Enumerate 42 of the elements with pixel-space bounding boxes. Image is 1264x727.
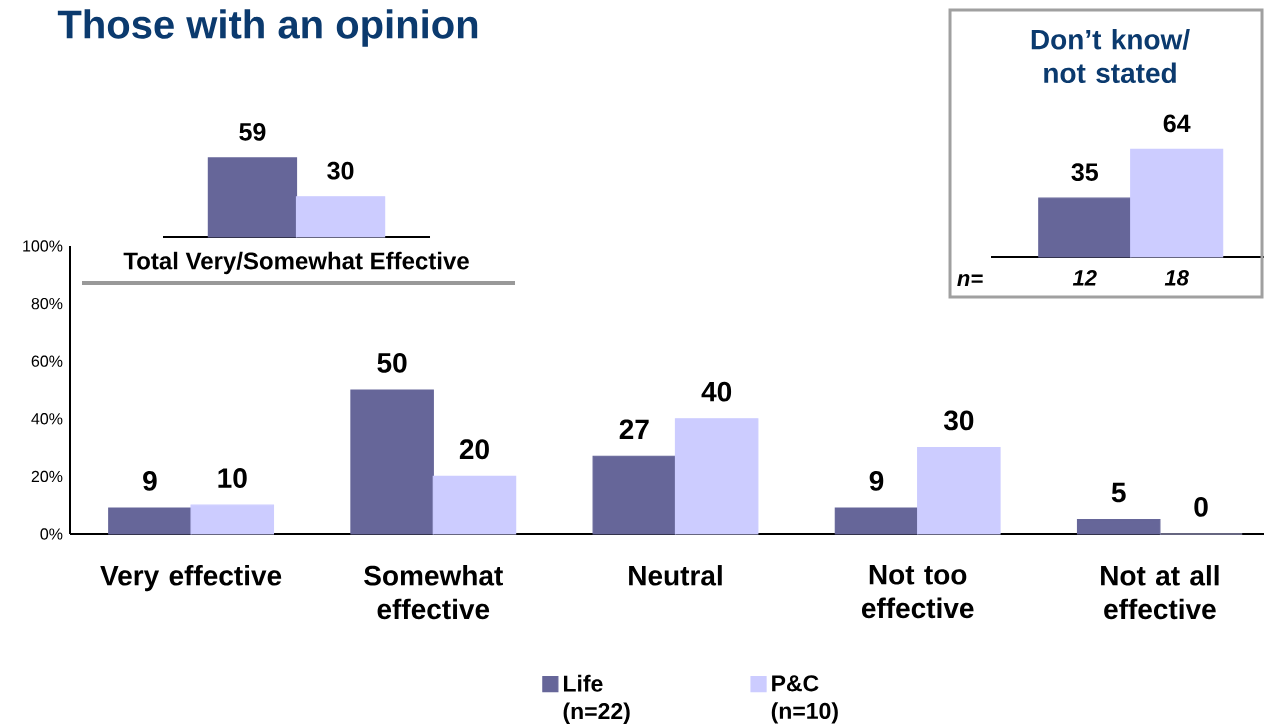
- data-label: 9: [143, 471, 157, 491]
- x-tick-label: Somewhat effective: [364, 565, 503, 620]
- bar: [190, 504, 275, 535]
- bar: [674, 418, 759, 535]
- data-label: 30: [943, 410, 974, 431]
- x-axis-title: Total Very/Somewhat Effective: [123, 251, 469, 275]
- data-label: 5: [1111, 482, 1126, 503]
- legend-label: P&C (n=10): [771, 675, 838, 724]
- bar: [1076, 519, 1161, 535]
- legend-label: Life (n=22): [563, 674, 630, 724]
- y-tick-label: 0%: [40, 528, 63, 540]
- bar: [834, 507, 919, 535]
- y-tick-label: 100%: [23, 240, 63, 252]
- x-tick-label: Neutral: [629, 565, 722, 586]
- bar: [917, 447, 1001, 535]
- chart-title: Don’t know/ not stated: [1031, 28, 1190, 84]
- bar: [592, 455, 677, 535]
- data-label: 64: [1163, 114, 1191, 133]
- data-label: 40: [701, 381, 732, 402]
- y-tick-label: 60%: [31, 355, 63, 367]
- data-label: 20: [459, 439, 489, 460]
- x-tick-label: Very effective: [100, 565, 282, 592]
- y-tick-label: 20%: [31, 470, 63, 483]
- data-label: 9: [869, 471, 884, 491]
- data-label: 10: [218, 468, 247, 488]
- bar: [108, 507, 192, 535]
- data-label: 30: [327, 161, 354, 180]
- y-tick-label: 80%: [31, 297, 63, 310]
- x-tick-label: Not too effective: [861, 565, 974, 619]
- x-tick-label: Not at all effective: [1101, 565, 1219, 620]
- bar: [432, 475, 517, 535]
- x-tick-label: 18: [1164, 270, 1189, 286]
- data-label: 27: [619, 419, 649, 439]
- y-tick-label: 40%: [31, 413, 63, 425]
- data-label: 50: [377, 352, 407, 373]
- annotation: n=: [957, 274, 983, 286]
- data-label: 0: [1194, 496, 1208, 517]
- data-label: 59: [239, 122, 266, 141]
- data-label: 35: [1071, 163, 1098, 181]
- chart-title: Those with an opinion: [57, 9, 478, 47]
- bar: [350, 389, 434, 535]
- x-tick-label: 12: [1072, 270, 1097, 286]
